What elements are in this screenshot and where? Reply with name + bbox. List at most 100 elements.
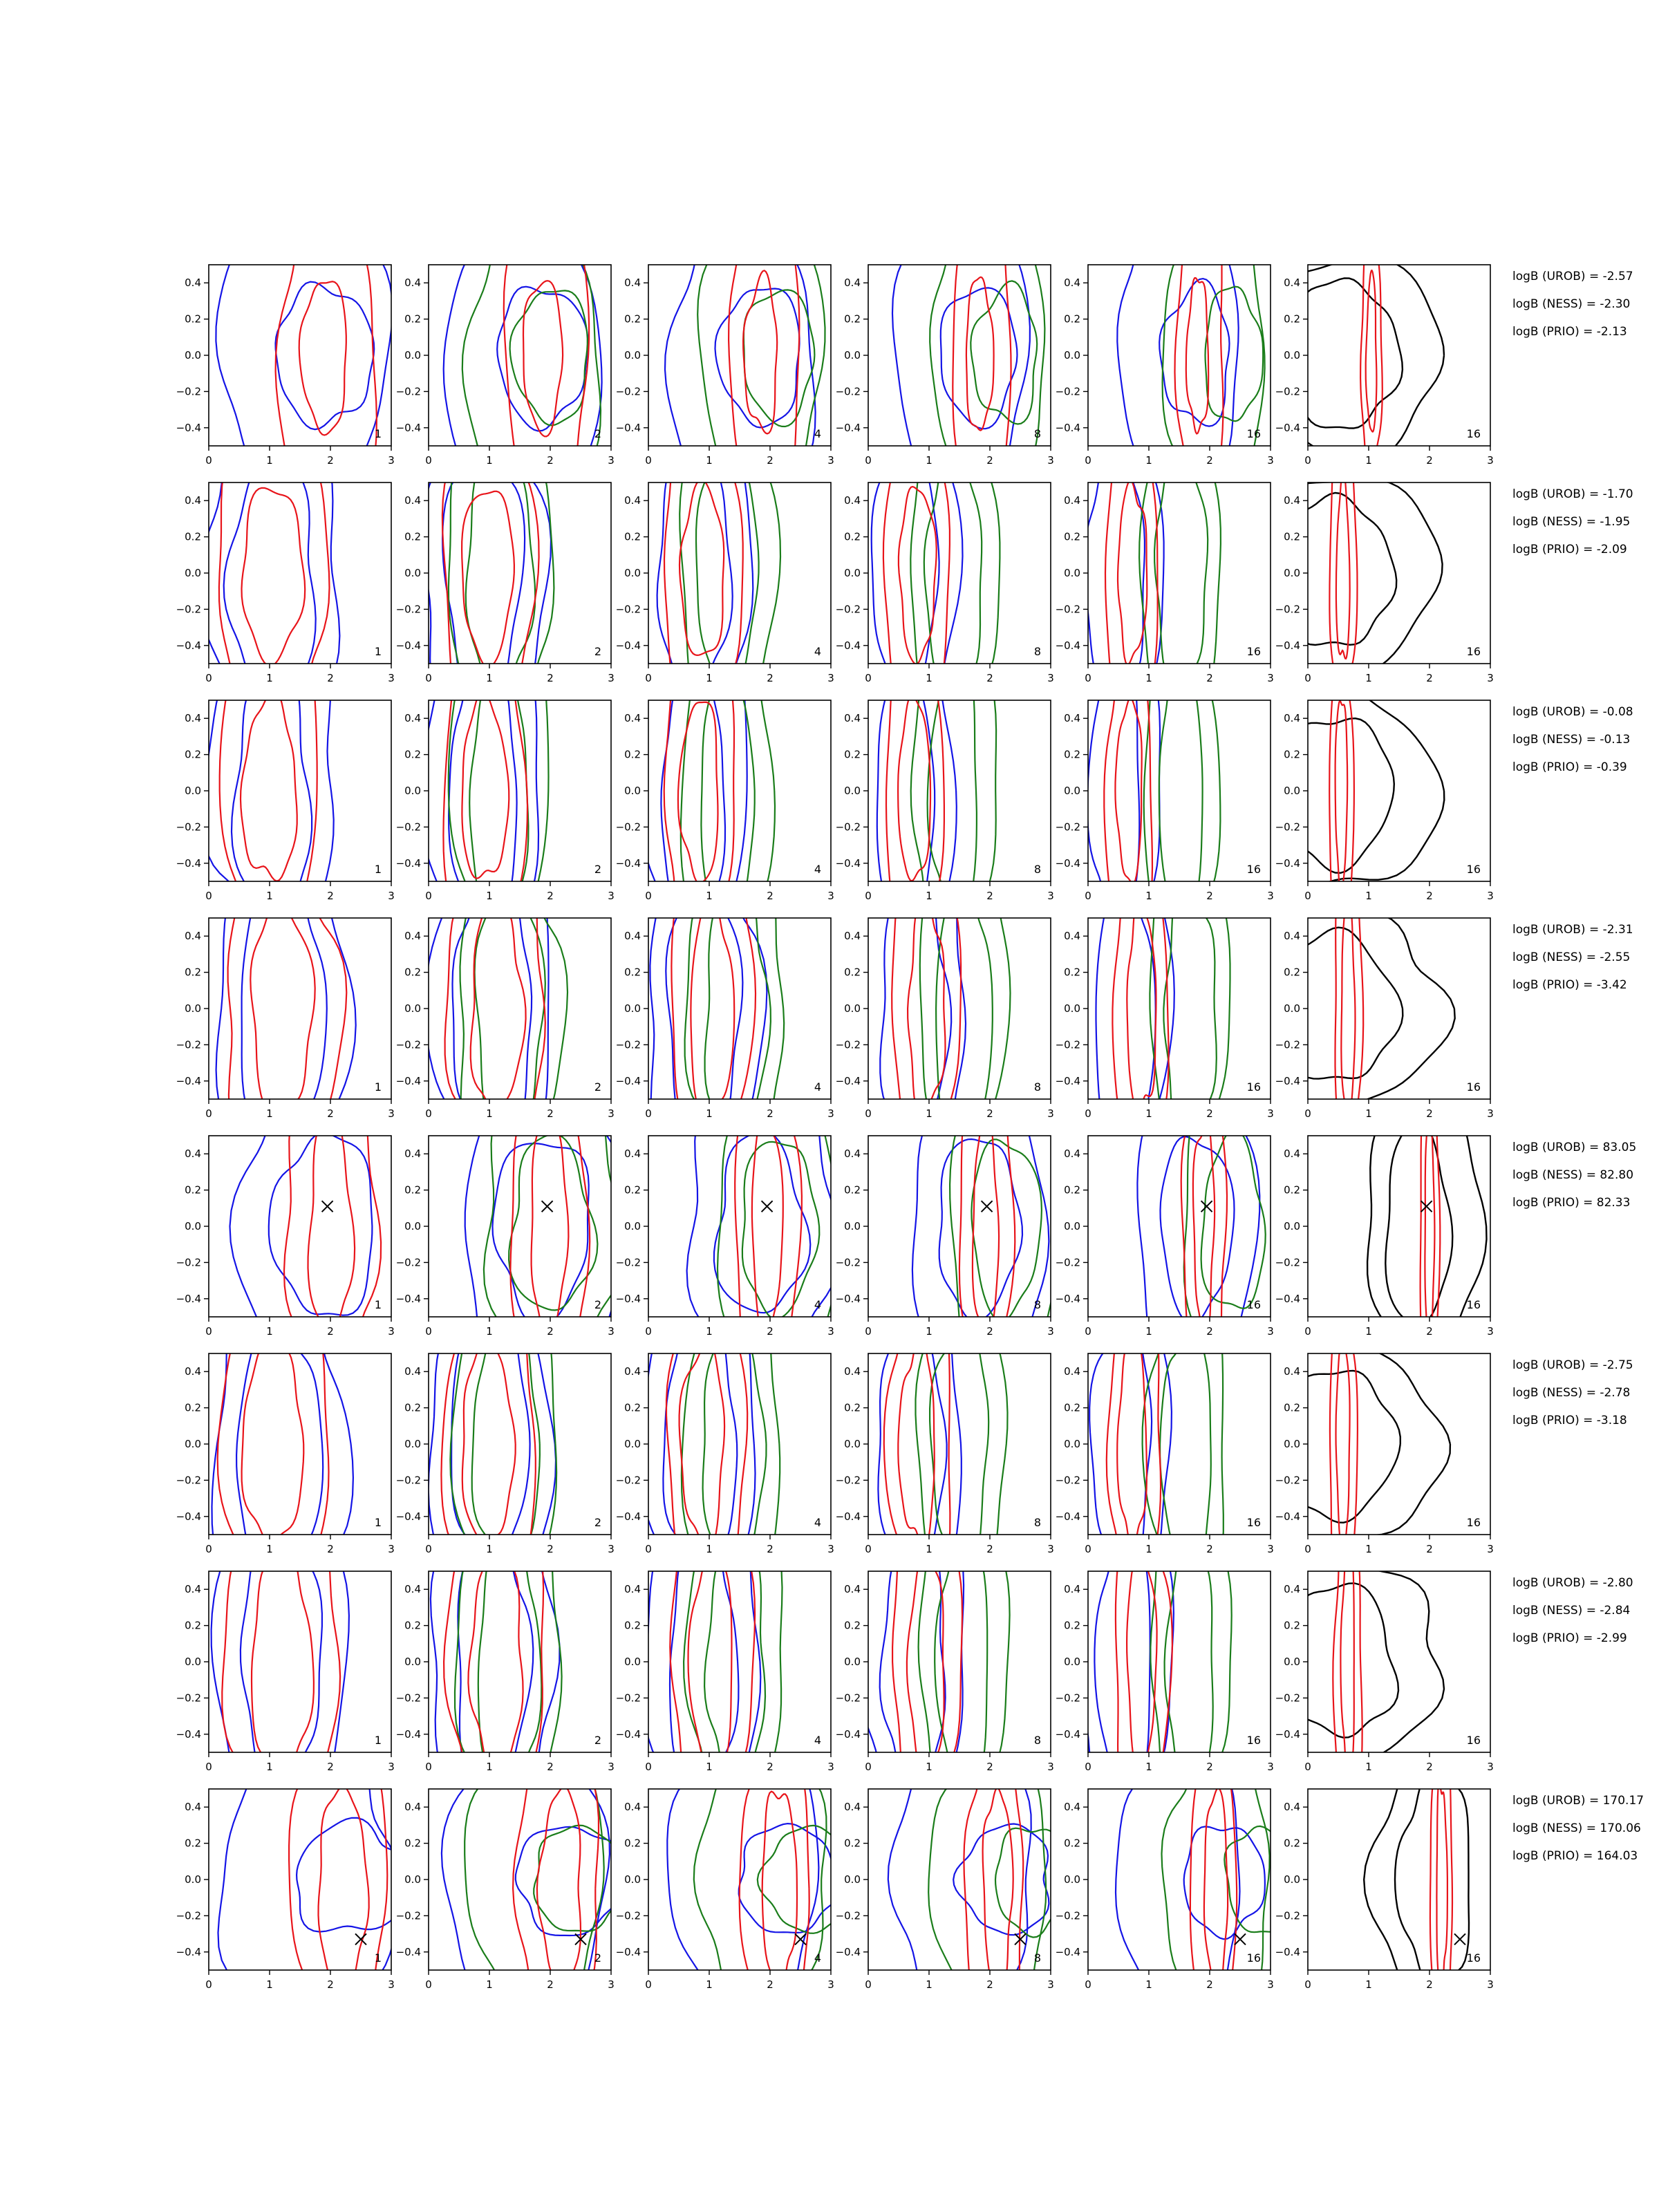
contour-blue-1 xyxy=(941,700,957,881)
x-tick-label: 2 xyxy=(547,1978,554,1991)
axes-frame xyxy=(1087,482,1271,664)
true-value-marker xyxy=(1454,1933,1466,1946)
contour-red-inner xyxy=(1436,1789,1448,1970)
x-tick-label: 3 xyxy=(388,454,395,467)
panel-label: 8 xyxy=(1034,1951,1041,1965)
contours xyxy=(868,1353,1009,1535)
true-value-marker xyxy=(355,1933,367,1946)
contour-blue-2 xyxy=(1089,1353,1153,1535)
contour-green-1 xyxy=(917,1571,1011,1752)
y-tick-label: 0.2 xyxy=(404,966,421,979)
contour-black-outer xyxy=(1327,700,1445,881)
panel-label: 16 xyxy=(1247,645,1261,658)
x-tick-label: 3 xyxy=(1047,672,1054,684)
x-tick-label: 0 xyxy=(865,890,872,902)
y-tick-label: −0.2 xyxy=(396,603,421,615)
x-tick-label: 2 xyxy=(767,672,774,684)
y-tick-label: 0.2 xyxy=(404,749,421,761)
contour-red-1 xyxy=(882,482,950,664)
contour-red-2 xyxy=(906,918,946,1099)
x-tick-label: 1 xyxy=(1145,1325,1152,1338)
y-tick-label: −0.4 xyxy=(1275,1946,1300,1958)
contour-green-1 xyxy=(447,700,550,881)
contour-red-1 xyxy=(442,700,529,881)
x-tick-label: 1 xyxy=(926,454,932,467)
y-tick-label: −0.4 xyxy=(396,1728,421,1741)
y-tick-label: 0.2 xyxy=(844,531,861,543)
contours xyxy=(1114,1789,1271,1970)
true-value-marker xyxy=(1420,1200,1433,1212)
x-tick-label: 0 xyxy=(1085,1325,1091,1338)
panel-r2-c6: 0.4 0.2 0.0 −0.2 −0.4 0 1 2 3 16 xyxy=(1275,482,1494,684)
contour-green-1 xyxy=(1150,1571,1232,1752)
x-tick-label: 0 xyxy=(865,1978,872,1991)
true-value-marker xyxy=(321,1200,334,1212)
axes-frame xyxy=(1087,1135,1271,1318)
contour-green-1 xyxy=(1161,1789,1271,1970)
contour-red-2 xyxy=(307,1136,356,1317)
x-tick-label: 0 xyxy=(645,1107,652,1120)
y-tick-label: 0.4 xyxy=(185,930,201,942)
y-tick-label: 0.0 xyxy=(624,1220,641,1232)
y-tick-label: 0.4 xyxy=(624,1583,641,1595)
panel-label: 16 xyxy=(1467,1734,1481,1747)
y-tick-label: 0.2 xyxy=(1064,1620,1080,1632)
contour-green-1 xyxy=(1141,1353,1224,1535)
contours xyxy=(442,265,603,446)
contour-blue-1 xyxy=(891,265,1031,446)
contour-black-outer xyxy=(1377,1571,1445,1752)
logb-annotations-row-3: logB (UROB) = -0.08 logB (NESS) = -0.13 lo… xyxy=(1512,705,1633,774)
contour-black-inner xyxy=(1308,1582,1400,1738)
contour-green-1 xyxy=(919,918,1011,1099)
y-tick-label: 0.0 xyxy=(1284,567,1300,579)
y-tick-label: 0.2 xyxy=(1284,966,1300,979)
x-tick-label: 1 xyxy=(266,890,273,902)
panel-r4-c5: 0.4 0.2 0.0 −0.2 −0.4 0 1 2 3 16 xyxy=(1056,917,1274,1120)
contour-red-2 xyxy=(1125,1571,1158,1752)
x-tick-label: 0 xyxy=(425,454,432,467)
x-tick-label: 3 xyxy=(1267,1761,1274,1773)
y-tick-label: −0.4 xyxy=(176,1075,201,1087)
panel-r5-c4: 0.4 0.2 0.0 −0.2 −0.4 0 1 2 3 8 xyxy=(836,1135,1054,1338)
y-tick-label: 0.4 xyxy=(624,494,641,507)
x-tick-label: 0 xyxy=(205,1325,212,1338)
y-tick-label: −0.4 xyxy=(836,639,861,652)
contour-green-2 xyxy=(756,1824,831,1934)
y-tick-label: 0.2 xyxy=(1064,1402,1080,1414)
contour-black-outer xyxy=(1374,1353,1452,1535)
x-tick-label: 3 xyxy=(827,1325,834,1338)
y-tick-label: −0.2 xyxy=(836,1038,861,1051)
y-tick-label: −0.2 xyxy=(176,821,201,833)
x-tick-label: 1 xyxy=(266,454,273,467)
contour-red-2 xyxy=(971,1136,1000,1317)
contours xyxy=(1088,700,1221,881)
contours xyxy=(1366,1136,1488,1317)
contour-blue-1 xyxy=(1088,1571,1175,1752)
x-tick-label: 1 xyxy=(706,1325,713,1338)
x-tick-label: 2 xyxy=(1426,1543,1433,1555)
contour-blue-1 xyxy=(229,1136,266,1317)
contour-green-1 xyxy=(1149,918,1231,1099)
contour-blue-2 xyxy=(274,281,375,431)
contour-red-1 xyxy=(1174,265,1224,446)
contour-red-1 xyxy=(442,1571,545,1752)
axes-frame xyxy=(1307,264,1491,447)
panel-label: 16 xyxy=(1467,645,1481,658)
x-tick-label: 2 xyxy=(327,890,334,902)
y-tick-label: −0.2 xyxy=(616,1909,641,1922)
y-tick-label: −0.2 xyxy=(176,385,201,397)
contour-red-outer xyxy=(1429,1789,1454,1970)
contours xyxy=(1362,1789,1470,1970)
y-tick-label: −0.4 xyxy=(836,1075,861,1087)
contour-red-inner xyxy=(1340,1571,1355,1752)
y-tick-label: 0.0 xyxy=(1064,349,1080,362)
y-tick-label: −0.4 xyxy=(836,1293,861,1305)
y-tick-label: 0.0 xyxy=(1284,1438,1300,1450)
panel-r8-c3: 0.4 0.2 0.0 −0.2 −0.4 0 1 2 34 xyxy=(616,1788,834,1991)
y-tick-label: 0.4 xyxy=(185,1583,201,1595)
panel-r8-c5: 0.4 0.2 0.0 −0.2 −0.4 0 1 2 3 16 xyxy=(1056,1788,1274,1991)
y-tick-label: −0.2 xyxy=(1275,1038,1300,1051)
contour-black-inner xyxy=(1385,1136,1454,1317)
contour-green-1 xyxy=(910,700,997,881)
contour-red-1 xyxy=(963,1789,1024,1970)
